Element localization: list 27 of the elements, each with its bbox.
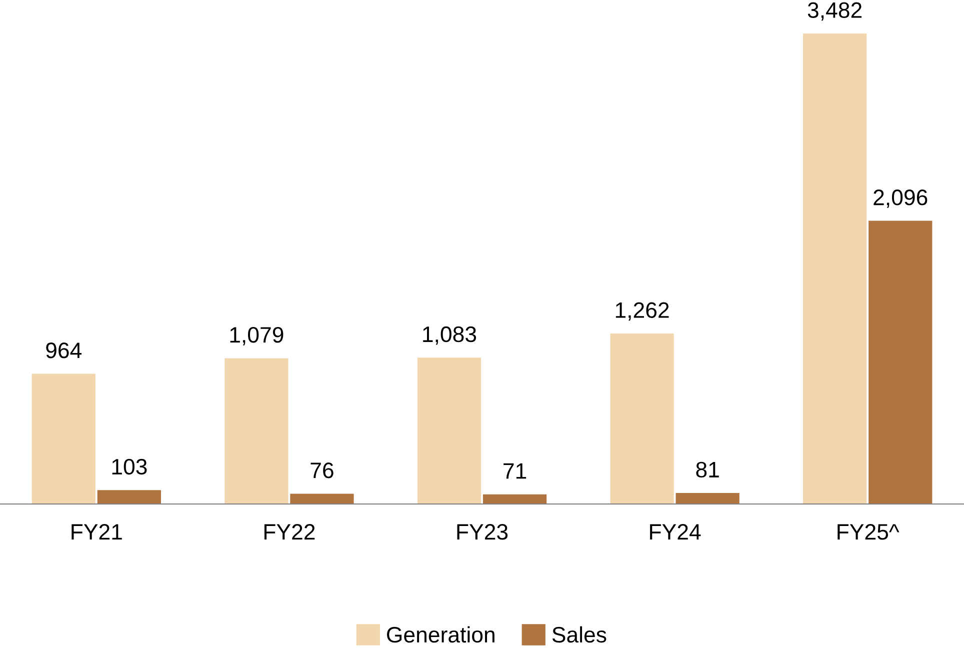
data-label: 3,482 (808, 2, 862, 21)
bar (482, 494, 547, 504)
legend-label: Generation (387, 626, 494, 643)
bar (417, 358, 482, 504)
bar (868, 220, 932, 504)
data-label: 1,262 (616, 302, 669, 321)
x-tick-label: FY22 (264, 524, 315, 540)
x-tick-label: FY23 (457, 524, 508, 540)
data-label: 76 (310, 462, 334, 478)
bar (97, 490, 161, 504)
data-label: 2,096 (874, 190, 928, 208)
data-label: 71 (504, 463, 526, 479)
bar (803, 34, 867, 504)
bar (32, 374, 96, 504)
data-label: 964 (46, 342, 82, 358)
bar (610, 333, 674, 504)
x-tick-label: FY25^ (838, 524, 900, 540)
bar (224, 358, 288, 504)
data-label: 1,083 (423, 326, 476, 345)
data-label: 1,079 (230, 326, 284, 346)
x-tick-label: FY21 (72, 524, 122, 540)
legend-label: Sales (552, 626, 606, 643)
data-label: 81 (696, 462, 719, 478)
bar (676, 493, 740, 504)
data-label: 103 (112, 458, 147, 475)
bar (290, 494, 354, 504)
x-tick-label: FY24 (650, 524, 701, 540)
